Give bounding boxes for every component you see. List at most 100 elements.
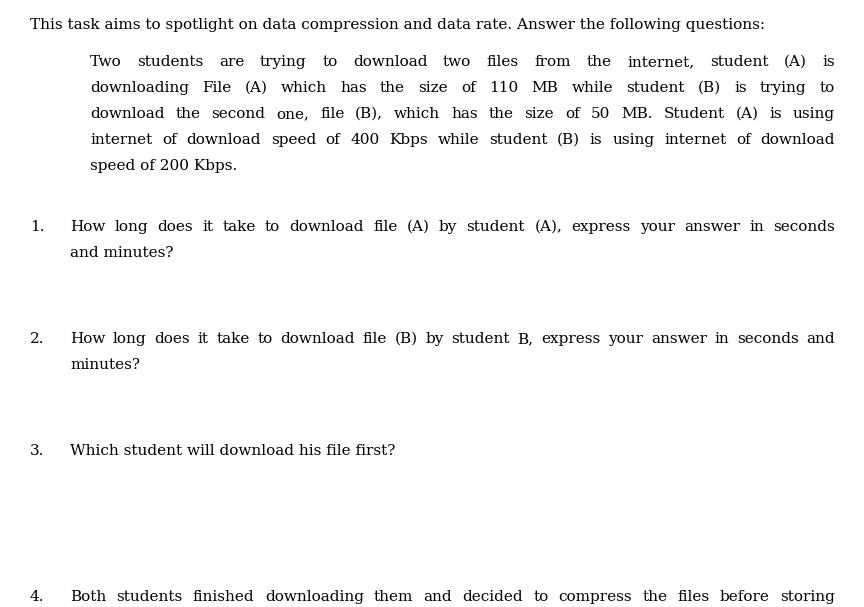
Text: Which student will download his file first?: Which student will download his file fir… [70,444,396,458]
Text: the: the [643,590,668,604]
Text: download: download [280,332,355,346]
Text: minutes?: minutes? [70,358,140,372]
Text: student: student [489,133,547,147]
Text: 400: 400 [350,133,379,147]
Text: long: long [113,332,147,346]
Text: by: by [439,220,457,234]
Text: (A): (A) [735,107,759,121]
Text: (A),: (A), [534,220,562,234]
Text: has: has [340,81,366,95]
Text: (A): (A) [784,55,807,69]
Text: in: in [749,220,764,234]
Text: speed of 200 Kbps.: speed of 200 Kbps. [90,159,238,173]
Text: MB.: MB. [621,107,652,121]
Text: seconds: seconds [773,220,835,234]
Text: File: File [202,81,232,95]
Text: from: from [535,55,571,69]
Text: before: before [720,590,770,604]
Text: trying: trying [260,55,307,69]
Text: while: while [571,81,613,95]
Text: (A): (A) [407,220,429,234]
Text: downloading: downloading [264,590,364,604]
Text: How: How [70,332,105,346]
Text: the: the [175,107,200,121]
Text: 4.: 4. [30,590,45,604]
Text: is: is [590,133,602,147]
Text: download: download [90,107,164,121]
Text: download: download [760,133,835,147]
Text: to: to [322,55,338,69]
Text: 50: 50 [591,107,610,121]
Text: take: take [216,332,250,346]
Text: students: students [137,55,204,69]
Text: download: download [187,133,261,147]
Text: answer: answer [684,220,740,234]
Text: size: size [524,107,554,121]
Text: them: them [374,590,413,604]
Text: 3.: 3. [30,444,44,458]
Text: This task aims to spotlight on data compression and data rate. Answer the follow: This task aims to spotlight on data comp… [30,18,766,32]
Text: (A): (A) [245,81,268,95]
Text: has: has [451,107,478,121]
Text: decided: decided [462,590,523,604]
Text: it: it [202,220,213,234]
Text: trying: trying [760,81,807,95]
Text: internet: internet [90,133,152,147]
Text: does: does [155,332,190,346]
Text: Two: Two [90,55,122,69]
Text: and: and [806,332,835,346]
Text: the: the [489,107,514,121]
Text: seconds: seconds [737,332,798,346]
Text: files: files [486,55,519,69]
Text: (B): (B) [557,133,580,147]
Text: (B),: (B), [355,107,384,121]
Text: of: of [162,133,177,147]
Text: speed: speed [270,133,316,147]
Text: students: students [117,590,182,604]
Text: file: file [320,107,345,121]
Text: Student: Student [664,107,725,121]
Text: of: of [326,133,340,147]
Text: size: size [418,81,448,95]
Text: 1.: 1. [30,220,45,234]
Text: student: student [710,55,768,69]
Text: student: student [451,332,510,346]
Text: student: student [467,220,525,234]
Text: 2.: 2. [30,332,45,346]
Text: (B): (B) [698,81,721,95]
Text: using: using [613,133,654,147]
Text: download: download [289,220,364,234]
Text: to: to [820,81,835,95]
Text: internet,: internet, [627,55,695,69]
Text: finished: finished [193,590,255,604]
Text: to: to [265,220,280,234]
Text: downloading: downloading [90,81,189,95]
Text: Kbps: Kbps [389,133,428,147]
Text: by: by [425,332,444,346]
Text: to: to [257,332,273,346]
Text: which: which [281,81,327,95]
Text: is: is [823,55,835,69]
Text: MB: MB [531,81,558,95]
Text: second: second [212,107,265,121]
Text: internet: internet [664,133,727,147]
Text: is: is [769,107,782,121]
Text: is: is [734,81,746,95]
Text: file: file [373,220,397,234]
Text: of: of [736,133,751,147]
Text: to: to [533,590,549,604]
Text: two: two [443,55,471,69]
Text: file: file [363,332,387,346]
Text: (B): (B) [395,332,417,346]
Text: it: it [198,332,208,346]
Text: and minutes?: and minutes? [70,246,174,260]
Text: Both: Both [70,590,106,604]
Text: take: take [222,220,256,234]
Text: How: How [70,220,105,234]
Text: download: download [353,55,428,69]
Text: while: while [437,133,479,147]
Text: of: of [565,107,580,121]
Text: and: and [423,590,452,604]
Text: in: in [715,332,729,346]
Text: one,: one, [276,107,309,121]
